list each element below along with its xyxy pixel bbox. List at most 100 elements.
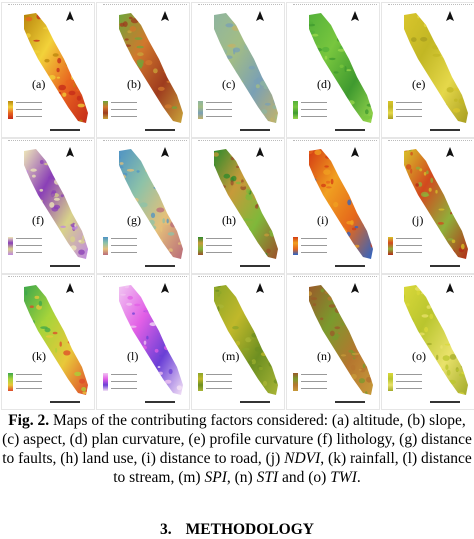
legend-entry [396, 238, 422, 239]
panel-label: (f) [32, 213, 44, 227]
map-panel: (j) [381, 138, 474, 274]
map-region [24, 13, 88, 123]
caption-text-2: , (k) rainfall, (l) distance to stream, … [113, 450, 472, 486]
coordinate-ticks [293, 140, 377, 144]
map-legend [293, 99, 333, 123]
legend-swatch [388, 237, 393, 255]
legend-entry [206, 116, 232, 117]
map-image [214, 11, 278, 131]
legend-entry [206, 238, 232, 239]
north-arrow-icon [256, 283, 264, 293]
map-legend [103, 235, 143, 259]
legend-swatch [388, 101, 393, 119]
legend-swatch [293, 237, 298, 255]
north-arrow-icon [256, 147, 264, 157]
legend-entry [396, 109, 422, 110]
figure-caption: Fig. 2. Maps of the contributing factors… [0, 411, 474, 487]
legend-swatch [388, 373, 393, 391]
legend-entry [111, 238, 137, 239]
legend-entry [111, 116, 137, 117]
scale-bar [335, 401, 365, 403]
coordinate-ticks [198, 4, 282, 8]
map-legend [388, 371, 428, 395]
map-image [309, 147, 373, 267]
map-region [404, 285, 468, 395]
legend-entry [16, 102, 42, 103]
legend-entry [111, 245, 137, 246]
legend-entry [396, 252, 422, 253]
caption-text-4: and (o) [278, 469, 331, 486]
panel-label: (i) [317, 213, 329, 227]
caption-text-5: . [356, 469, 361, 486]
map-region [309, 149, 373, 259]
north-arrow-icon [446, 283, 454, 293]
legend-entry [16, 109, 42, 110]
map-image [214, 283, 278, 403]
legend-entry [206, 374, 232, 375]
legend-entry [16, 116, 42, 117]
map-image [119, 11, 183, 131]
caption-text-1: Maps of the contributing factors conside… [2, 412, 472, 467]
coordinate-ticks [388, 140, 472, 144]
coordinate-ticks [103, 276, 187, 280]
north-arrow-icon [256, 11, 264, 21]
scale-bar [430, 265, 460, 267]
legend-swatch [8, 237, 13, 255]
north-arrow-icon [351, 147, 359, 157]
coordinate-ticks [103, 140, 187, 144]
scale-bar [145, 129, 175, 131]
caption-ndvi: NDVI [284, 450, 321, 467]
panel-label: (d) [317, 77, 331, 91]
map-legend [293, 371, 333, 395]
map-image [309, 283, 373, 403]
map-region [404, 13, 468, 123]
scale-bar [430, 401, 460, 403]
map-region [309, 13, 373, 123]
legend-entry [301, 252, 327, 253]
legend-entry [16, 381, 42, 382]
legend-entry [16, 245, 42, 246]
panel-label: (n) [317, 349, 331, 363]
legend-entry [396, 374, 422, 375]
legend-swatch [103, 373, 108, 391]
panel-label: (e) [412, 77, 426, 91]
map-legend [198, 99, 238, 123]
legend-entry [396, 102, 422, 103]
coordinate-ticks [388, 4, 472, 8]
section-heading: 3. METHODOLOGY [0, 521, 474, 539]
caption-text-3: , (n) [226, 469, 257, 486]
legend-swatch [198, 373, 203, 391]
legend-entry [111, 109, 137, 110]
map-region [24, 149, 88, 259]
map-panel: (d) [286, 2, 380, 138]
legend-entry [206, 245, 232, 246]
map-legend [388, 99, 428, 123]
map-legend [8, 99, 48, 123]
map-image [119, 283, 183, 403]
legend-swatch [103, 101, 108, 119]
figure-label: Fig. 2. [8, 412, 50, 429]
map-legend [198, 371, 238, 395]
map-panel: (k) [1, 274, 95, 410]
coordinate-ticks [8, 140, 92, 144]
map-panel: (a) [1, 2, 95, 138]
legend-swatch [293, 101, 298, 119]
panel-label: (a) [32, 77, 46, 91]
panel-label: (m) [222, 349, 240, 363]
coordinate-ticks [103, 4, 187, 8]
legend-swatch [103, 237, 108, 255]
map-panel: (f) [1, 138, 95, 274]
scale-bar [145, 401, 175, 403]
legend-entry [301, 381, 327, 382]
scale-bar [335, 129, 365, 131]
figure-grid: (a) (b) (c) (d) (e) (f) (g) (h) (i) (j) (k) (l) (m) (… [1, 2, 474, 410]
legend-entry [111, 374, 137, 375]
scale-bar [240, 265, 270, 267]
legend-entry [301, 109, 327, 110]
north-arrow-icon [446, 147, 454, 157]
scale-bar [430, 129, 460, 131]
legend-entry [396, 388, 422, 389]
section-number: 3. [160, 521, 172, 538]
north-arrow-icon [66, 283, 74, 293]
legend-entry [111, 388, 137, 389]
